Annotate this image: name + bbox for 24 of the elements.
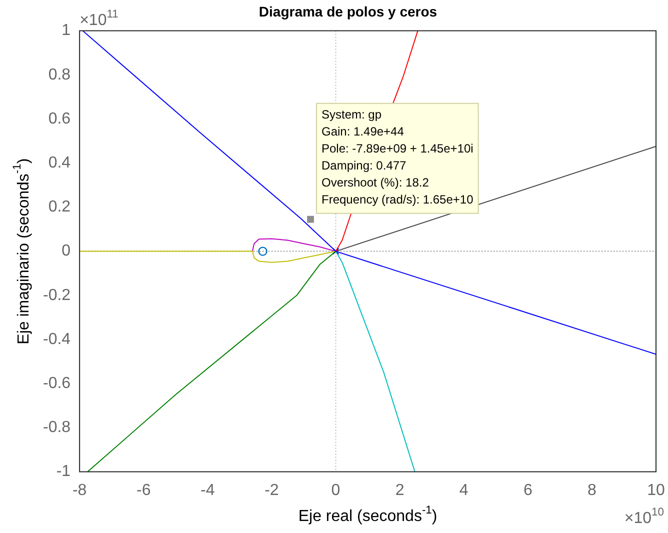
annotation: System: gp Gain: 1.49e+44 Pole: -7.89e+09 + 1.45e+10i Damping: 0.477 Overshoot (%): 18.2 Frequency (rad/s): 1.65e+10: [321, 108, 474, 207]
x-tick-label: 2: [395, 482, 404, 499]
y-tick-label: -1: [56, 463, 71, 480]
x-tick-label: -4: [200, 482, 215, 499]
y-tick-label: 0: [62, 242, 71, 260]
y-tick-label: -0.2: [42, 286, 71, 304]
chart-title: Diagrama de polos y ceros: [258, 3, 438, 20]
y-axis-title: Eje imaginario (seconds-1): [12, 158, 32, 344]
y-tick-label: 0.6: [48, 110, 71, 128]
y-tick-label: -0.6: [42, 375, 71, 392]
y-tick-label: 0.2: [48, 198, 71, 216]
x-tick-label: 4: [459, 482, 468, 499]
x-tick-label: 6: [523, 482, 532, 499]
y-tick-label: 1: [62, 22, 71, 40]
y-tick-label: -0.8: [42, 419, 71, 436]
x-tick-label: -2: [264, 482, 279, 499]
x-tick-label: 8: [588, 482, 596, 499]
x-tick-label: -6: [136, 482, 151, 499]
x-tick-label: 0: [331, 482, 340, 499]
x-tick-label: 10: [647, 482, 665, 499]
y-tick-label: 0.4: [48, 154, 71, 172]
y-tick-label: -0.4: [42, 330, 71, 348]
x-tick-label: -8: [72, 482, 87, 499]
y-tick-label: 0.8: [48, 66, 71, 84]
